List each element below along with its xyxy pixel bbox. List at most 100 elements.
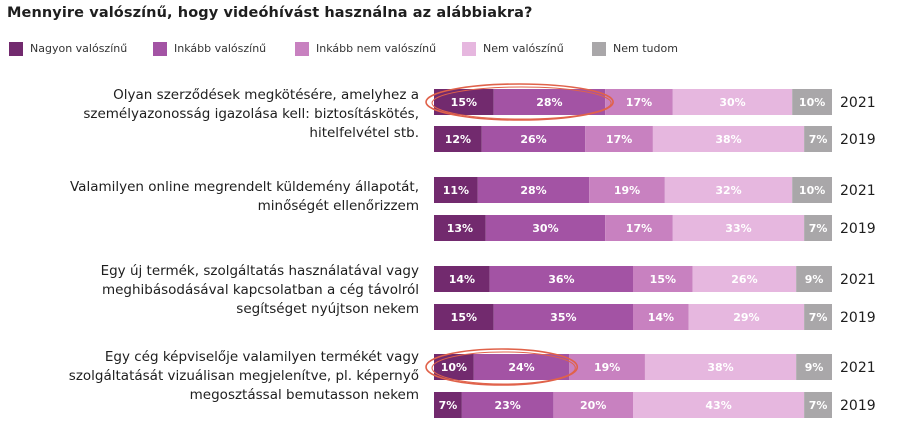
bar-segment [605, 215, 673, 241]
data-label: 10% [799, 184, 825, 197]
category-label: Valamilyen online megrendelt küldemény á… [70, 179, 419, 195]
year-label: 2021 [840, 360, 876, 376]
bar-segment [585, 126, 653, 152]
data-label: 7% [809, 311, 828, 324]
year-label: 2021 [840, 272, 876, 288]
data-label: 30% [532, 222, 558, 235]
bar-segment [489, 266, 633, 292]
highlight-ellipse [431, 351, 576, 385]
category-label: Egy új termék, szolgáltatás használatáva… [101, 263, 419, 279]
data-label: 36% [548, 273, 574, 286]
bar-segment [569, 354, 645, 380]
bar-segment [485, 215, 606, 241]
year-label: 2021 [840, 95, 876, 111]
data-label: 17% [626, 222, 652, 235]
legend-label: Nem tudom [613, 42, 678, 55]
category-label: megosztással bemutasson nekem [190, 387, 419, 403]
data-label: 29% [733, 311, 759, 324]
highlight-ellipse [425, 83, 614, 121]
bar-segment [481, 126, 586, 152]
bar-segment [652, 126, 805, 152]
bar-segment [434, 177, 478, 203]
legend-swatch [592, 42, 606, 56]
data-label: 15% [650, 273, 676, 286]
bar-segment [633, 304, 689, 330]
bar-segment [664, 177, 793, 203]
data-label: 7% [809, 133, 828, 146]
bar-segment [461, 392, 554, 418]
data-label: 11% [443, 184, 469, 197]
data-label: 17% [606, 133, 632, 146]
category-label: meghibásodásával kapcsolatban a cég távo… [102, 282, 419, 298]
bar-segment [605, 89, 673, 115]
legend-swatch [153, 42, 167, 56]
data-label: 43% [705, 399, 731, 412]
bar-segment [672, 215, 805, 241]
legend-swatch [295, 42, 309, 56]
bar-segment [434, 215, 486, 241]
bar-segment [804, 392, 832, 418]
data-label: 10% [799, 96, 825, 109]
bar-segment [692, 266, 797, 292]
data-label: 9% [805, 361, 824, 374]
bar-segment [434, 304, 494, 330]
bar-segment [796, 266, 832, 292]
data-label: 12% [445, 133, 471, 146]
category-label: hitelfelvétel stb. [309, 125, 419, 141]
legend-label: Inkább nem valószínű [316, 42, 437, 55]
data-label: 7% [809, 222, 828, 235]
year-label: 2019 [840, 132, 876, 148]
bar-segment [792, 89, 832, 115]
bar-segment [589, 177, 665, 203]
data-label: 24% [508, 361, 534, 374]
data-label: 26% [520, 133, 546, 146]
data-label: 32% [715, 184, 741, 197]
bar-segment [493, 89, 606, 115]
data-label: 7% [439, 399, 458, 412]
legend-label: Inkább valószínű [174, 42, 267, 55]
year-label: 2019 [840, 398, 876, 414]
chart-title: Mennyire valószínű, hogy videóhívást has… [7, 5, 533, 21]
legend-label: Nagyon valószínű [30, 42, 128, 55]
highlight-ellipse [431, 86, 612, 120]
bar-segment [633, 266, 693, 292]
bar-segment [553, 392, 633, 418]
highlight-ellipse [425, 348, 579, 386]
bar-segment [672, 89, 793, 115]
data-label: 28% [536, 96, 562, 109]
data-label: 28% [520, 184, 546, 197]
legend-swatch [462, 42, 476, 56]
data-label: 26% [731, 273, 757, 286]
data-label: 10% [441, 361, 467, 374]
bar-segment [796, 354, 832, 380]
category-label: szolgáltatását vizuálisan megjelenítve, … [69, 368, 419, 384]
data-label: 33% [725, 222, 751, 235]
data-label: 13% [447, 222, 473, 235]
bar-segment [434, 266, 490, 292]
bar-segment [434, 392, 462, 418]
category-label: Egy cég képviselője valamilyen termékét … [105, 349, 419, 365]
data-label: 20% [580, 399, 606, 412]
data-label: 19% [614, 184, 640, 197]
bar-segment [473, 354, 570, 380]
bar-segment [804, 215, 832, 241]
data-label: 35% [550, 311, 576, 324]
data-label: 19% [594, 361, 620, 374]
year-label: 2019 [840, 310, 876, 326]
legend-label: Nem valószínű [483, 42, 564, 55]
data-label: 23% [494, 399, 520, 412]
data-label: 14% [449, 273, 475, 286]
data-label: 9% [805, 273, 824, 286]
bar-segment [804, 304, 832, 330]
data-label: 38% [707, 361, 733, 374]
bar-segment [633, 392, 805, 418]
category-label: segítséget nyújtson nekem [236, 301, 419, 317]
category-label: Olyan szerződések megkötésére, amelyhez … [113, 87, 419, 103]
bar-segment [644, 354, 797, 380]
category-label: minőségét ellenőrizzem [258, 198, 419, 214]
year-label: 2021 [840, 183, 876, 199]
data-label: 30% [719, 96, 745, 109]
data-label: 17% [626, 96, 652, 109]
data-label: 15% [451, 96, 477, 109]
